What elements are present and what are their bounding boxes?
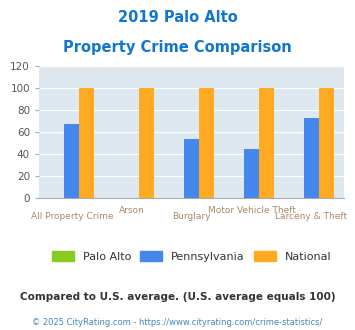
Bar — [184, 139, 199, 198]
Text: 2019 Palo Alto: 2019 Palo Alto — [118, 10, 237, 25]
Text: Arson: Arson — [119, 206, 145, 215]
Bar — [244, 148, 259, 198]
Bar — [65, 124, 80, 198]
Text: © 2025 CityRating.com - https://www.cityrating.com/crime-statistics/: © 2025 CityRating.com - https://www.city… — [32, 318, 323, 327]
Bar — [319, 88, 334, 198]
Text: Burglary: Burglary — [173, 212, 211, 221]
Legend: Palo Alto, Pennsylvania, National: Palo Alto, Pennsylvania, National — [47, 247, 336, 266]
Bar — [304, 118, 319, 198]
Text: All Property Crime: All Property Crime — [31, 212, 113, 221]
Bar — [259, 88, 274, 198]
Bar — [139, 88, 154, 198]
Text: Motor Vehicle Theft: Motor Vehicle Theft — [208, 206, 296, 215]
Text: Compared to U.S. average. (U.S. average equals 100): Compared to U.S. average. (U.S. average … — [20, 292, 335, 302]
Bar — [80, 88, 94, 198]
Text: Property Crime Comparison: Property Crime Comparison — [63, 40, 292, 54]
Bar — [199, 88, 214, 198]
Text: Larceny & Theft: Larceny & Theft — [275, 212, 348, 221]
